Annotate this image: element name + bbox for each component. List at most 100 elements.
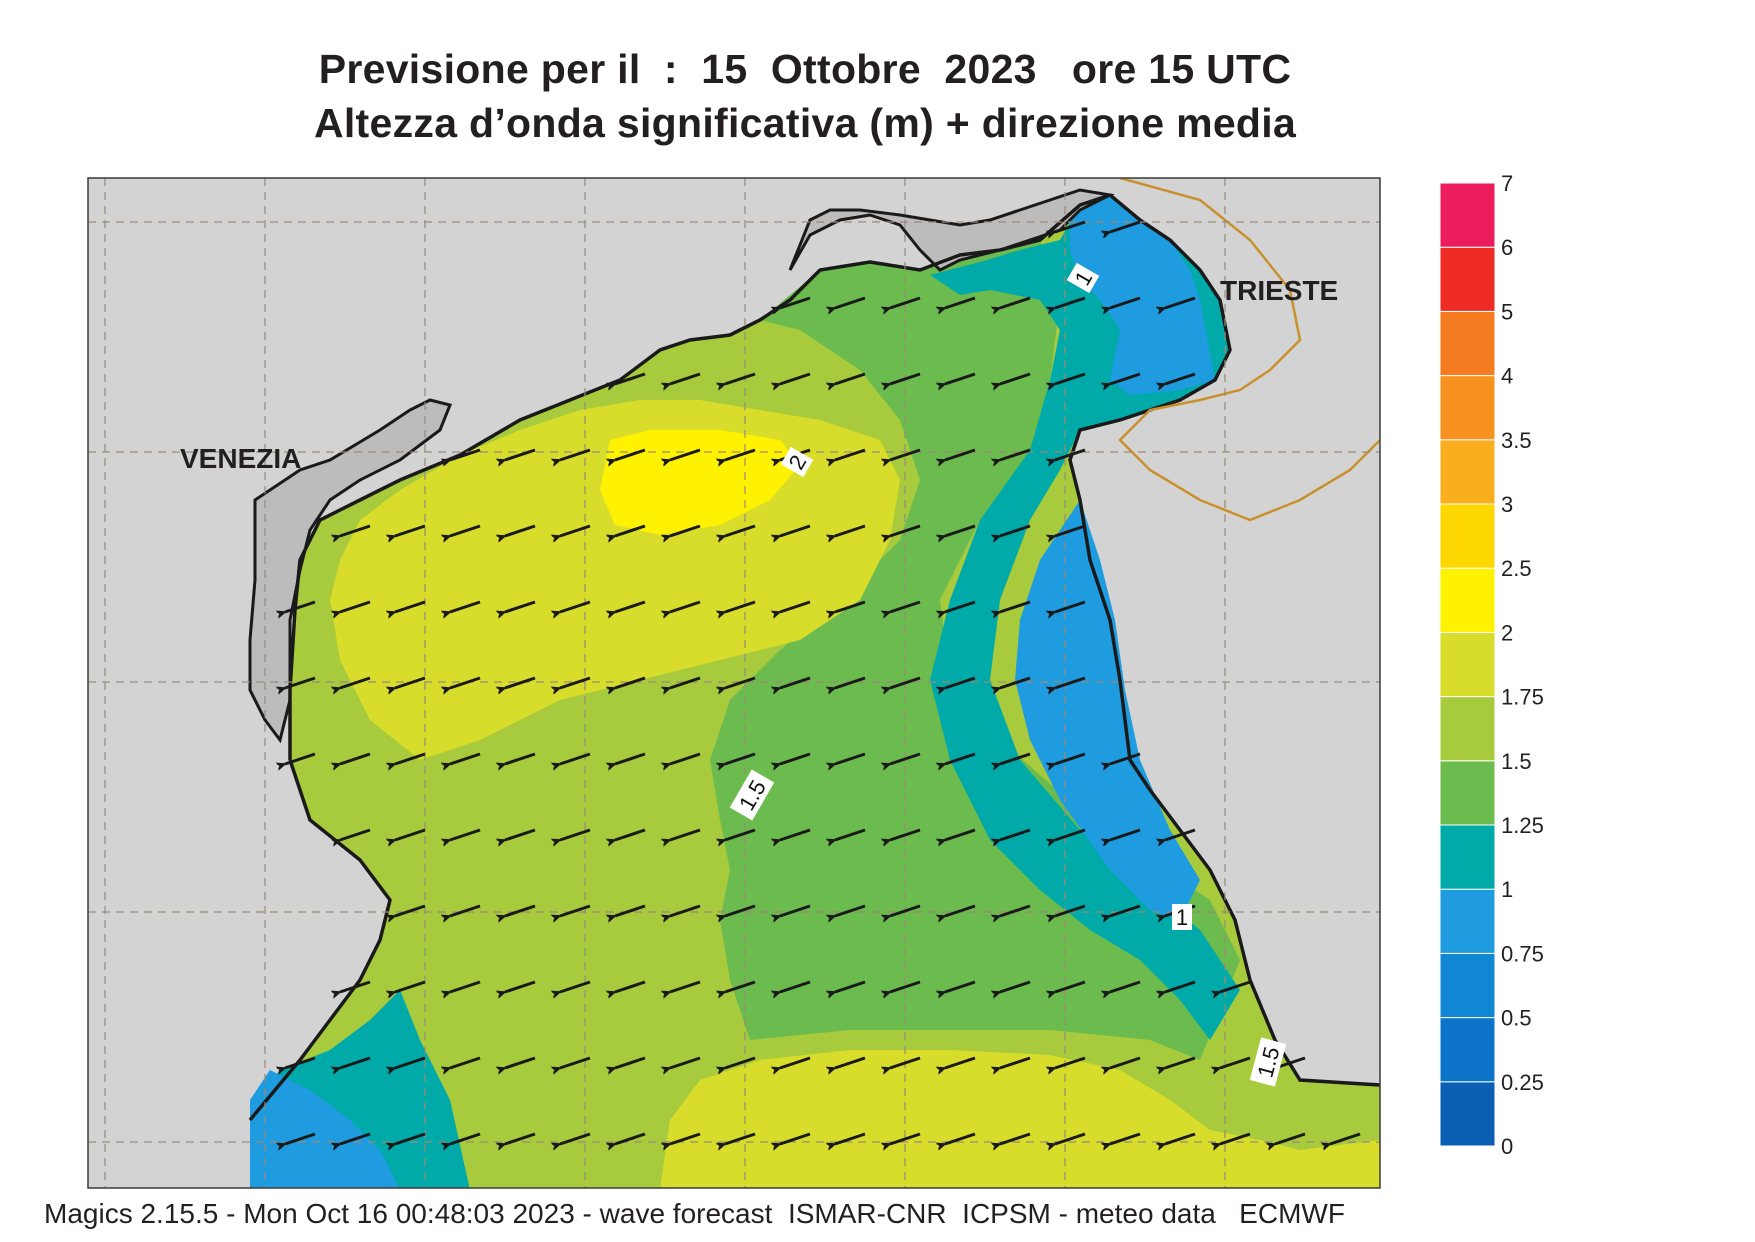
wave-arrow [780,600,811,612]
wave-arrow [395,752,426,764]
wave-arrow [340,524,371,536]
wave-arrow [395,980,426,992]
legend-label: 3.5 [1501,428,1532,453]
wave-arrow [1055,904,1086,916]
wave-arrow [1055,296,1086,308]
wave-arrow [395,524,426,536]
coastline-southwest [248,759,392,1122]
wave-arrow [780,296,811,308]
legend-label: 3 [1501,492,1513,517]
wave-arrow [835,980,866,992]
wave-arrow [450,600,481,612]
wave-arrow [1110,296,1141,308]
wave-arrow [560,980,591,992]
wave-arrow [340,752,371,764]
wave-arrow [780,524,811,536]
legend-label: 0 [1501,1134,1513,1159]
legend-swatch [1439,310,1496,377]
wave-arrow [890,752,921,764]
wave-arrow [835,372,866,384]
wave-arrow [725,600,756,612]
coastline [288,193,1111,760]
wave-arrow [1220,1132,1251,1144]
wave-arrow [505,828,536,840]
wave-arrow [1055,524,1086,536]
wave-arrow [780,752,811,764]
wave-arrow [615,752,646,764]
wave-arrow [725,448,756,460]
wave-arrow [395,1132,426,1144]
wave-arrow [725,904,756,916]
wave-arrow [1165,1056,1196,1068]
wave-arrow [780,676,811,688]
wave-arrow [780,904,811,916]
wave-arrow [505,752,536,764]
legend-label: 1.75 [1501,685,1544,710]
wave-arrow [1055,828,1086,840]
wave-arrow [505,676,536,688]
legend-label: 0.25 [1501,1070,1544,1095]
wave-arrow [1055,752,1086,764]
wave-arrow [780,828,811,840]
wave-arrow [890,296,921,308]
wave-arrow [945,1056,976,1068]
wave-arrow [615,524,646,536]
legend-swatch [1439,567,1496,633]
wave-arrow [1000,904,1031,916]
wave-arrow [615,600,646,612]
wave-arrow [945,904,976,916]
wave-arrow [395,1056,426,1068]
wave-arrow [670,1056,701,1068]
wave-arrow [505,1132,536,1144]
wave-arrow [560,600,591,612]
legend-label: 4 [1501,364,1513,389]
contour-label-c1: 1 [1066,262,1100,294]
wave-arrow [1220,1056,1251,1068]
legend-swatch [1439,375,1496,441]
wave-arrow [945,752,976,764]
map-title: Previsione per il : 15 Ottobre 2023 ore … [318,46,1292,92]
band-sw-blue [250,1070,399,1188]
wave-arrow [670,676,701,688]
wave-arrow [1000,1056,1031,1068]
wave-arrow [340,980,371,992]
wave-arrow [1000,828,1031,840]
wave-arrow [835,904,866,916]
legend-swatch [1439,952,1496,1019]
wave-arrow [725,676,756,688]
wave-arrow [285,676,316,688]
coastline-north [788,188,1115,272]
wave-arrow [1165,980,1196,992]
wave-arrow [725,1056,756,1068]
wave-arrow [835,448,866,460]
wave-arrow [1055,600,1086,612]
wave-arrow [1110,1132,1141,1144]
wave-arrow [780,980,811,992]
wave-arrow [1055,1056,1086,1068]
wave-arrow [670,448,701,460]
wave-arrow [1110,372,1141,384]
wave-arrow [450,904,481,916]
wave-arrow [945,296,976,308]
wave-arrow [505,600,536,612]
wave-arrow [725,1132,756,1144]
wave-direction-arrows [285,220,1361,1144]
wave-arrow [945,372,976,384]
wave-arrow [890,372,921,384]
wave-arrow [395,828,426,840]
wave-arrow [285,752,316,764]
wave-arrow [1330,1132,1361,1144]
wave-arrow [725,980,756,992]
wave-arrow [725,372,756,384]
wave-arrow [670,904,701,916]
wave-arrow [615,904,646,916]
wave-arrow [395,676,426,688]
wave-arrow [1110,904,1141,916]
wave-arrow [450,752,481,764]
map-subtitle: Altezza d’onda significativa (m) + direz… [313,100,1297,146]
wave-arrow [835,1132,866,1144]
wave-arrow [945,524,976,536]
city-label-venezia: VENEZIA [180,443,301,474]
wave-arrow [450,980,481,992]
